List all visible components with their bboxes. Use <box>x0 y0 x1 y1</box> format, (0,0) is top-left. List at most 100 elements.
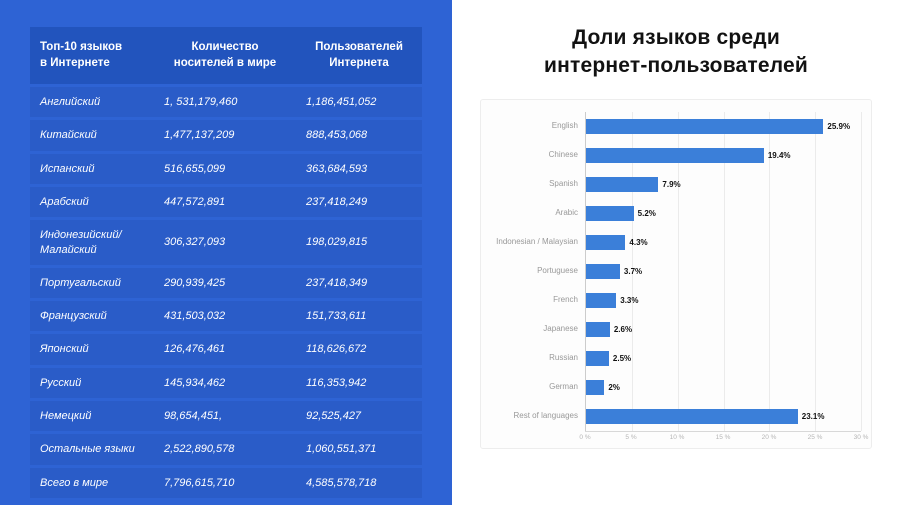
table-row: Немецкий 98,654,451, 92,525,427 <box>30 401 422 432</box>
languages-table-panel: Топ-10 языков в Интернете Количество нос… <box>0 0 452 505</box>
bar-label: Chinese <box>548 149 578 159</box>
users-cell: 888,453,068 <box>306 129 368 142</box>
speakers-cell: 431,503,032 <box>164 310 226 323</box>
users-cell: 116,353,942 <box>306 376 367 389</box>
chart-title: Доли языков среди интернет-пользователей <box>543 26 809 78</box>
bar-value: 2.5% <box>612 353 632 363</box>
bar-label: Russian <box>549 352 578 362</box>
table-row: Остальные языки 2,522,890,578 1,060,551,37… <box>30 434 422 465</box>
bar-value: 3.3% <box>620 295 639 305</box>
bar-row: 23.1% <box>586 402 861 431</box>
table-row: Французский 431,503,032 151,733,611 <box>30 301 422 332</box>
bar-value: 7.9% <box>662 179 681 189</box>
axis-ticks: 0 % 5 % 10 % 15 % 20 % 25 % 30 % <box>579 430 868 444</box>
bar-row: 3.7% <box>586 257 861 286</box>
table-row: Португальский 290,939,425 237,418,349 <box>30 267 422 299</box>
bar-value: 19.4% <box>767 150 791 160</box>
language-cell: Французский <box>40 310 107 323</box>
axis-tick-label: 0 % <box>579 433 591 441</box>
bar <box>586 205 634 221</box>
bar-value: 5.2% <box>637 208 656 218</box>
bar-row: 3.3% <box>586 286 861 315</box>
language-cell: Английский <box>40 96 101 109</box>
bar-value: 3.7% <box>623 266 643 276</box>
bar <box>586 292 617 308</box>
language-cell: Португальский <box>40 276 121 289</box>
gridline <box>769 111 771 431</box>
speakers-cell: 447,572,891 <box>164 195 226 208</box>
language-cell: Русский <box>40 376 82 389</box>
table-row: Русский 145,934,462 116,353,942 <box>30 367 422 398</box>
users-cell: 363,684,593 <box>306 162 368 175</box>
table-row: Индонезийский/ Малайский 306,327,093 198,0… <box>30 220 422 265</box>
header-speakers: Количество носителей в мире <box>173 41 277 69</box>
bar <box>586 263 620 279</box>
language-cell: Немецкий <box>40 410 92 422</box>
users-cell: 237,418,349 <box>306 276 368 289</box>
gridline <box>723 111 725 431</box>
speakers-cell: 1,477,137,209 <box>164 129 235 142</box>
bar-label: Rest of languages <box>513 410 579 420</box>
speakers-cell: 126,476,461 <box>164 343 226 356</box>
users-cell: 4,585,578,718 <box>306 476 377 489</box>
bar <box>586 321 610 337</box>
speakers-cell: 516,655,099 <box>164 162 226 175</box>
languages-table: Топ-10 языков в Интернете Количество нос… <box>30 24 422 501</box>
axis-tick-label: 10 % <box>669 433 685 441</box>
bar-label: English <box>551 120 578 130</box>
table-header-row: Топ-10 языков в Интернете Количество нос… <box>30 27 422 85</box>
bar-label: Indonesian / Malaysian <box>496 236 578 246</box>
language-cell: Арабский <box>40 195 89 208</box>
speakers-cell: 7,796,615,710 <box>164 476 235 489</box>
language-cell: Остальные языки <box>40 443 135 456</box>
language-cell: Японский <box>40 343 89 356</box>
table-row: Английский 1, 531,179,460 1,186,451,052 <box>30 87 422 118</box>
bar-row: 2.5% <box>586 344 861 373</box>
users-cell: 92,525,427 <box>306 410 362 422</box>
speakers-cell: 145,934,462 <box>164 376 226 389</box>
language-cell: Всего в мире <box>40 476 109 489</box>
table-row: Арабский 447,572,891 237,418,249 <box>30 186 422 218</box>
speakers-cell: 98,654,451, <box>164 410 223 422</box>
chart-body: English Chinese Spanish Arabic Indonesian / … <box>487 111 862 431</box>
gridline <box>861 111 862 431</box>
bar <box>586 118 824 134</box>
chart-axis: 0 % 5 % 10 % 15 % 20 % 25 % 30 % <box>487 430 868 444</box>
bar-row: 25.9% <box>586 112 861 141</box>
bar-label: German <box>549 381 578 391</box>
users-cell: 237,418,249 <box>306 195 368 208</box>
gridline <box>677 111 679 431</box>
table-row: Всего в мире 7,796,615,710 4,585,578,718 <box>30 467 422 498</box>
bar-label: Japanese <box>543 323 578 333</box>
table-row: Японский 126,476,461 118,626,672 <box>30 334 422 365</box>
bar <box>586 379 605 395</box>
users-cell: 198,029,815 <box>306 236 368 249</box>
users-cell: 151,733,611 <box>306 310 367 323</box>
bar-row: 2.6% <box>586 315 861 344</box>
table-row: Испанский 516,655,099 363,684,593 <box>30 153 422 184</box>
bar-row: 2% <box>586 373 861 402</box>
speakers-cell: 1, 531,179,460 <box>164 96 238 109</box>
axis-spacer <box>487 431 585 444</box>
bar-label: Arabic <box>555 207 578 217</box>
bar-row: 7.9% <box>586 170 861 199</box>
gridline <box>631 111 633 431</box>
language-cell: Китайский <box>40 129 97 142</box>
users-cell: 1,186,451,052 <box>306 96 377 109</box>
users-cell: 1,060,551,371 <box>306 443 377 456</box>
users-cell: 118,626,672 <box>306 343 367 356</box>
bar-label: Portuguese <box>537 265 578 275</box>
bar <box>586 234 626 250</box>
bar-chart: English Chinese Spanish Arabic Indonesian / … <box>480 98 872 449</box>
speakers-cell: 290,939,425 <box>164 276 226 289</box>
axis-tick-label: 20 % <box>761 433 777 441</box>
bar-row: 4.3% <box>586 228 861 257</box>
bar-label: French <box>553 294 578 304</box>
language-cell: Индонезийский/ Малайский <box>40 229 122 256</box>
bar <box>586 408 798 424</box>
table-row: Китайский 1,477,137,209 888,453,068 <box>30 120 422 151</box>
bar-row: 5.2% <box>586 199 861 228</box>
header-language: Топ-10 языков в Интернете <box>40 41 123 69</box>
bar <box>586 147 764 163</box>
axis-tick-label: 30 % <box>853 433 869 441</box>
